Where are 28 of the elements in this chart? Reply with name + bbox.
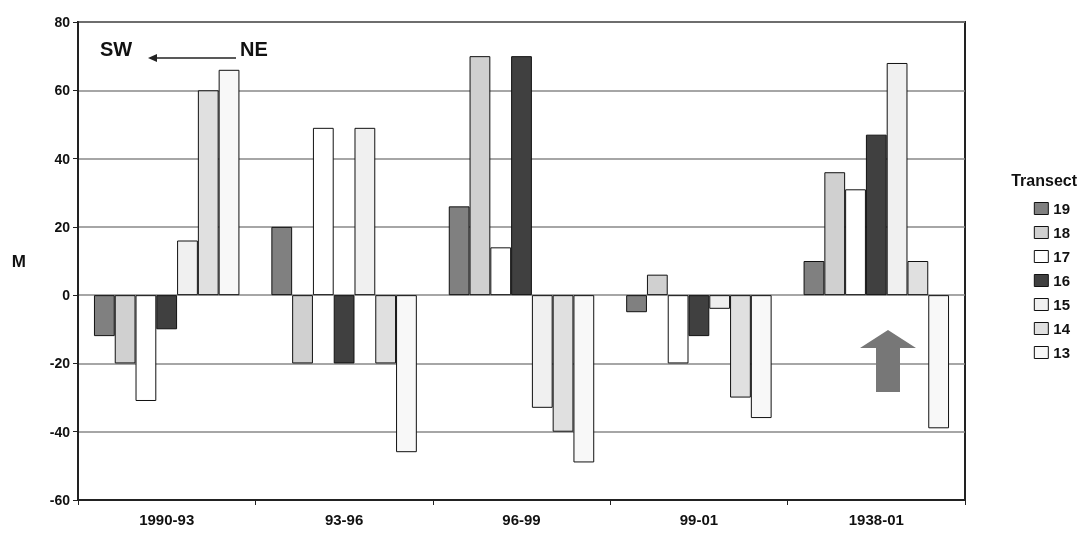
y-tick-label: 0 <box>62 287 71 304</box>
bar <box>646 274 668 296</box>
y-tick-label: 60 <box>54 82 71 99</box>
y-tick-label: -60 <box>49 492 71 508</box>
y-tick-label: -40 <box>49 423 71 440</box>
x-tick-label: 1938-01 <box>848 511 904 528</box>
bar <box>312 127 334 296</box>
bar <box>292 295 313 364</box>
legend-label: 14 <box>1053 320 1071 337</box>
x-tick-label: 96-99 <box>502 511 541 528</box>
y-tick-label: 80 <box>54 14 71 30</box>
x-tick-label: 1990-93 <box>139 511 195 528</box>
x-tick-label: 93-96 <box>324 511 364 528</box>
legend-label: 17 <box>1053 248 1070 265</box>
legend-title: Transect <box>1011 171 1078 189</box>
annotation: SW <box>100 38 133 61</box>
legend-label: 16 <box>1053 272 1070 289</box>
bar <box>928 295 950 429</box>
y-tick-label: 20 <box>54 218 71 235</box>
legend-label: 13 <box>1053 344 1070 361</box>
y-tick-label: -20 <box>49 355 71 372</box>
x-tick-label: 99-01 <box>679 511 719 528</box>
y-tick-label: 40 <box>54 150 71 167</box>
y-axis-title: M <box>11 251 26 271</box>
legend-label: 19 <box>1053 200 1070 217</box>
legend-label: 15 <box>1053 296 1070 313</box>
annotation: NE <box>240 38 268 61</box>
legend-label: 18 <box>1053 224 1070 241</box>
